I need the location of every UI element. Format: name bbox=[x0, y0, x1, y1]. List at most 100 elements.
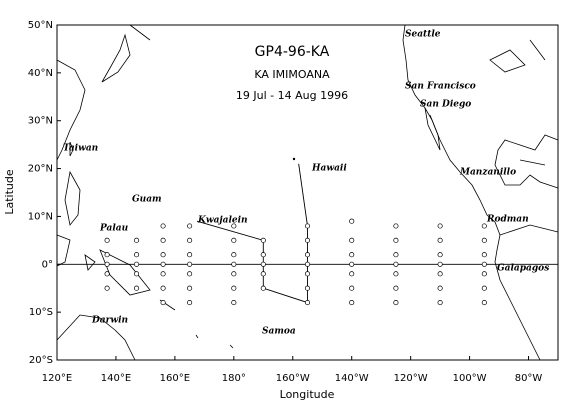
place-label: Manzanillo bbox=[459, 168, 516, 178]
station bbox=[160, 300, 166, 306]
x-tick-label: 100°W bbox=[453, 373, 487, 384]
station bbox=[481, 223, 487, 229]
place-label: Darwin bbox=[91, 316, 128, 326]
station bbox=[134, 252, 140, 258]
station bbox=[231, 271, 237, 277]
station bbox=[260, 252, 266, 258]
station bbox=[160, 252, 166, 258]
station bbox=[187, 271, 193, 277]
station bbox=[134, 271, 140, 277]
station bbox=[304, 271, 311, 277]
station bbox=[187, 261, 193, 267]
station bbox=[304, 285, 311, 291]
station bbox=[349, 300, 355, 306]
place-label: Rodman bbox=[486, 215, 529, 225]
station bbox=[437, 223, 443, 229]
station bbox=[104, 237, 110, 243]
station bbox=[393, 237, 399, 243]
station bbox=[349, 252, 355, 258]
station bbox=[160, 223, 166, 229]
station bbox=[304, 261, 311, 267]
station bbox=[437, 300, 443, 306]
place-label: Samoa bbox=[262, 327, 296, 337]
subtitle: KA IMIMOANA bbox=[254, 68, 330, 81]
station bbox=[104, 261, 110, 267]
y-tick-label: 30°N bbox=[28, 116, 53, 127]
station bbox=[104, 252, 110, 258]
station bbox=[481, 237, 487, 243]
station bbox=[481, 261, 487, 267]
y-tick-label: 50°N bbox=[28, 20, 53, 31]
cruise-track bbox=[196, 163, 308, 304]
station bbox=[160, 285, 166, 291]
y-tick-label: 20°S bbox=[29, 355, 53, 366]
station bbox=[187, 252, 193, 258]
station bbox=[304, 237, 311, 243]
x-tick-label: 160°W bbox=[276, 373, 310, 384]
x-tick-label: 120°W bbox=[394, 373, 428, 384]
title: GP4-96-KA bbox=[255, 44, 330, 60]
station bbox=[160, 237, 166, 243]
station bbox=[304, 300, 311, 306]
y-tick-label: 20°N bbox=[28, 164, 53, 175]
station bbox=[187, 285, 193, 291]
x-tick-label: 180° bbox=[222, 373, 246, 384]
y-axis-label: Latitude bbox=[3, 169, 16, 215]
station bbox=[104, 285, 110, 291]
station bbox=[349, 218, 355, 224]
station bbox=[437, 252, 443, 258]
station bbox=[437, 237, 443, 243]
station bbox=[260, 285, 266, 291]
station bbox=[260, 271, 266, 277]
station bbox=[160, 261, 166, 267]
station bbox=[231, 261, 237, 267]
station bbox=[393, 252, 399, 258]
station bbox=[160, 271, 166, 277]
station bbox=[481, 252, 487, 258]
station bbox=[393, 261, 399, 267]
station bbox=[349, 271, 355, 277]
date-range: 19 Jul - 14 Aug 1996 bbox=[236, 89, 348, 102]
place-label: Hawaii bbox=[311, 164, 347, 174]
place-label: Taiwan bbox=[63, 144, 98, 154]
x-tick-label: 120°E bbox=[42, 373, 72, 384]
station bbox=[349, 285, 355, 291]
station bbox=[231, 223, 237, 229]
station bbox=[437, 285, 443, 291]
y-tick-label: 10°N bbox=[28, 211, 53, 222]
x-tick-label: 160°E bbox=[160, 373, 190, 384]
place-label: Galapagos bbox=[497, 264, 549, 274]
x-tick-label: 140°W bbox=[335, 373, 369, 384]
station bbox=[393, 271, 399, 277]
place-label: San Francisco bbox=[405, 82, 476, 92]
place-label: San Diego bbox=[420, 100, 471, 110]
station bbox=[134, 237, 140, 243]
y-tick-label: 10°S bbox=[29, 307, 53, 318]
station bbox=[231, 285, 237, 291]
y-tick-label: 40°N bbox=[28, 68, 53, 79]
station bbox=[393, 285, 399, 291]
station bbox=[260, 261, 266, 267]
station bbox=[134, 285, 140, 291]
station bbox=[481, 300, 487, 306]
station bbox=[260, 237, 266, 243]
station bbox=[437, 271, 443, 277]
station bbox=[231, 300, 237, 306]
station bbox=[393, 223, 399, 229]
station bbox=[231, 252, 237, 258]
place-label: Seattle bbox=[405, 30, 441, 40]
y-tick-label: 0° bbox=[42, 259, 53, 270]
place-label: Palau bbox=[99, 224, 129, 234]
station bbox=[187, 237, 193, 243]
station bbox=[349, 261, 355, 267]
station bbox=[104, 271, 110, 277]
place-label: Guam bbox=[132, 195, 162, 205]
station bbox=[481, 285, 487, 291]
station bbox=[349, 237, 355, 243]
station bbox=[393, 300, 399, 306]
x-axis-label: Longitude bbox=[280, 388, 335, 401]
x-tick-label: 140°E bbox=[101, 373, 131, 384]
map-frame bbox=[56, 24, 559, 361]
station bbox=[481, 271, 487, 277]
